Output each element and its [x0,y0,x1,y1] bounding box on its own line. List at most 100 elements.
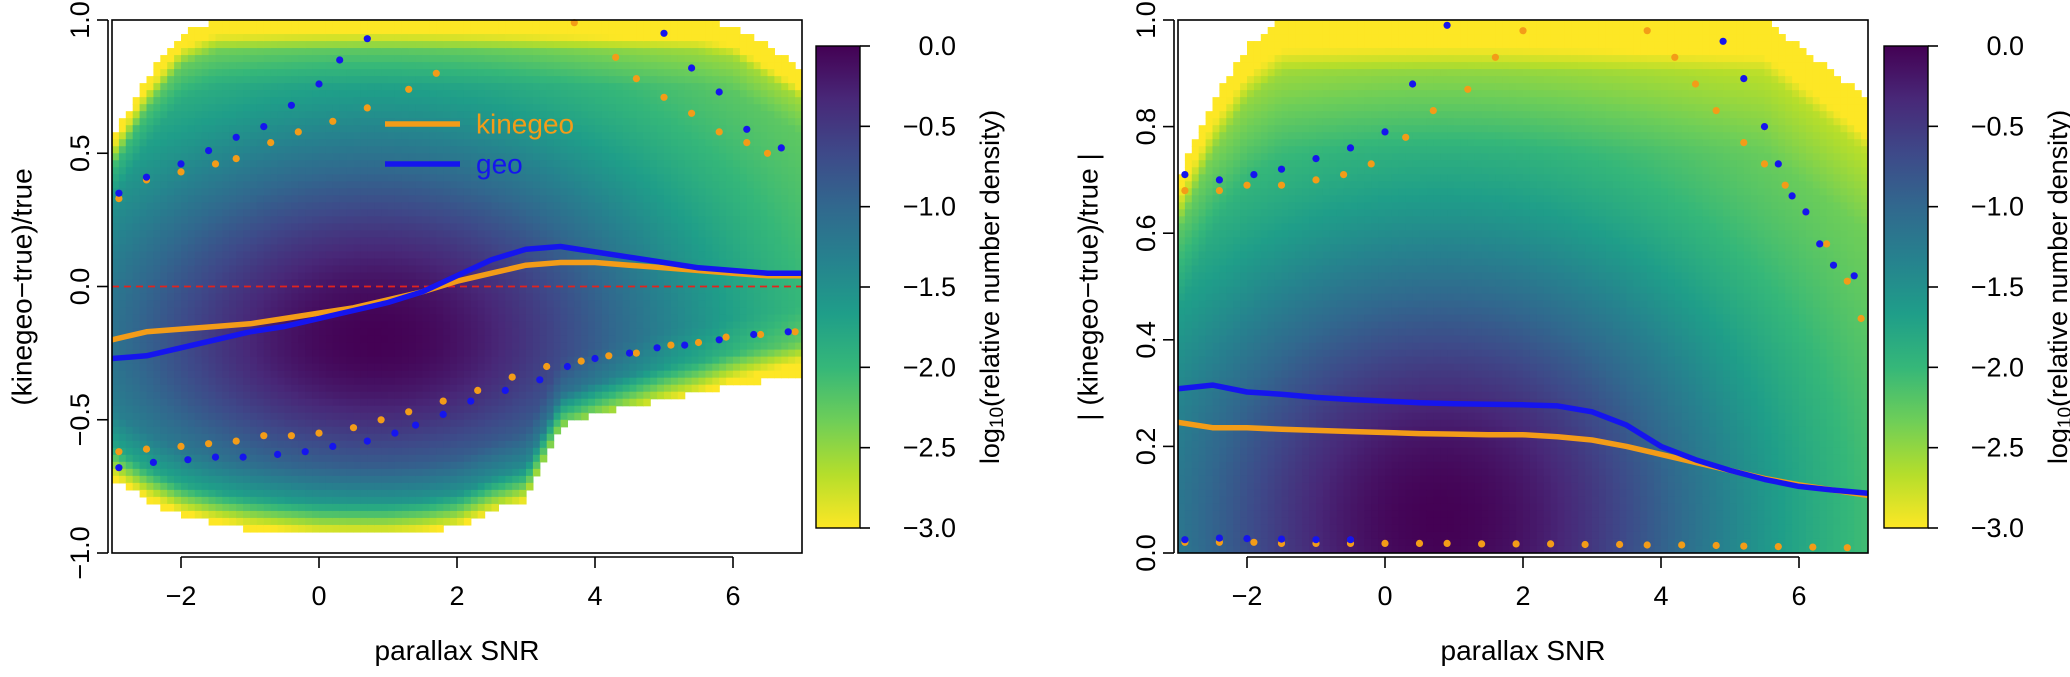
density-cell [326,139,334,147]
density-cell [333,237,341,245]
density-cell [326,160,334,168]
density-cell [285,301,293,309]
density-cell [547,237,555,245]
density-cell [312,483,320,491]
density-cell [126,237,134,245]
density-cell [236,308,244,316]
density-cell [126,125,134,133]
density-cell [561,188,569,196]
density-cell [574,216,582,224]
density-cell [236,111,244,119]
density-cell [374,350,382,358]
density-cell [526,251,534,259]
density-cell [450,434,458,442]
density-cell [416,399,424,407]
density-cell [147,497,155,505]
density-cell [416,111,424,119]
density-cell [326,371,334,379]
density-cell [278,230,286,238]
density-cell [243,111,251,119]
density-cell [202,272,210,280]
density-cell [326,104,334,112]
density-cell [209,434,217,442]
density-cell [457,195,465,203]
density-cell [416,132,424,140]
density-cell [202,202,210,210]
density-cell [229,294,237,302]
density-cell [195,202,203,210]
density-cell [540,441,548,449]
density-cell [112,202,120,210]
density-cell [581,378,589,386]
density-cell [264,111,272,119]
density-cell [609,237,617,245]
density-cell [305,343,313,351]
density-cell [209,90,217,98]
density-cell [195,160,203,168]
density-cell [119,322,127,330]
density-cell [285,272,293,280]
density-cell [395,329,403,337]
density-cell [347,462,355,470]
density-cell [333,272,341,280]
density-cell [471,427,479,435]
density-cell [402,343,410,351]
density-cell [457,308,465,316]
density-cell [423,462,431,470]
density-cell [450,287,458,295]
density-cell [395,223,403,231]
density-cell [485,308,493,316]
density-cell [278,188,286,196]
density-cell [409,48,417,56]
density-cell [312,160,320,168]
density-cell [388,265,396,273]
density-cell [526,399,534,407]
density-cell [202,364,210,372]
density-cell [333,364,341,372]
density-cell [326,357,334,365]
density-cell [236,27,244,35]
density-cell [485,301,493,309]
density-cell [429,195,437,203]
density-cell [347,406,355,414]
density-cell [112,216,120,224]
density-cell [305,69,313,77]
density-cell [181,202,189,210]
density-cell [285,237,293,245]
density-cell [367,378,375,386]
density-cell [492,139,500,147]
density-cell [395,181,403,189]
density-cell [595,62,603,70]
density-cell [160,399,168,407]
density-cell [312,90,320,98]
density-cell [429,153,437,161]
density-cell [147,111,155,119]
density-cell [188,104,196,112]
density-cell [533,160,541,168]
density-cell [464,329,472,337]
density-cell [271,385,279,393]
density-cell [216,504,224,512]
density-cell [423,272,431,280]
density-cell [167,272,175,280]
density-cell [574,392,582,400]
density-cell [326,223,334,231]
density-cell [202,244,210,252]
density-cell [478,357,486,365]
density-cell [533,76,541,84]
density-cell [188,132,196,140]
density-cell [188,490,196,498]
density-cell [388,483,396,491]
density-cell [388,244,396,252]
density-cell [554,27,562,35]
density-cell [333,329,341,337]
density-cell [126,427,134,435]
density-cell [340,322,348,330]
density-cell [140,132,148,140]
density-cell [167,181,175,189]
density-cell [257,90,265,98]
density-cell [340,174,348,182]
density-cell [429,272,437,280]
density-cell [216,413,224,421]
density-cell [188,469,196,477]
